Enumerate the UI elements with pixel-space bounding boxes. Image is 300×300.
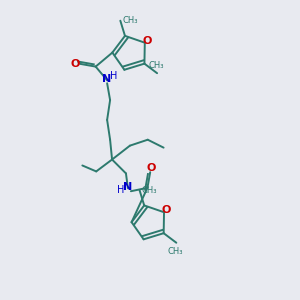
- Text: CH₃: CH₃: [148, 61, 164, 70]
- Text: N: N: [103, 74, 112, 84]
- Text: H: H: [110, 71, 118, 81]
- Text: CH₃: CH₃: [168, 247, 183, 256]
- Text: O: O: [146, 163, 156, 173]
- Text: CH₃: CH₃: [142, 186, 157, 195]
- Text: CH₃: CH₃: [122, 16, 138, 25]
- Text: N: N: [123, 182, 133, 192]
- Text: H: H: [117, 185, 125, 195]
- Text: O: O: [161, 205, 171, 215]
- Text: O: O: [70, 59, 80, 69]
- Text: O: O: [142, 36, 152, 46]
